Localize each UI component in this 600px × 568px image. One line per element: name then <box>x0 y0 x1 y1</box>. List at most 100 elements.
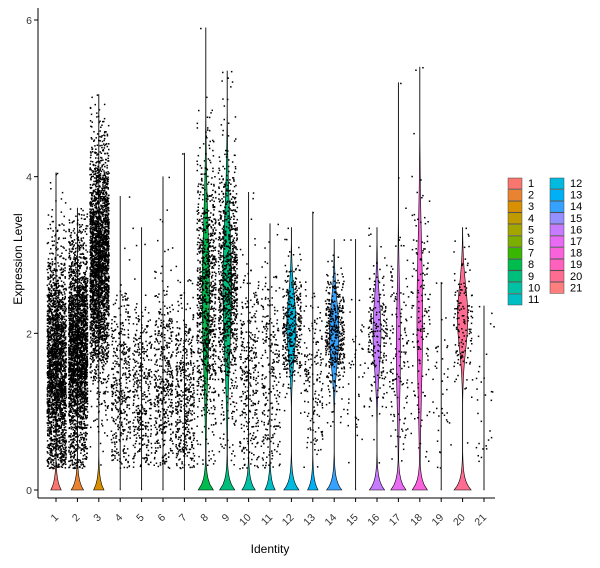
y-tick-label: 6 <box>26 15 32 27</box>
x-tick-label: 10 <box>237 512 254 529</box>
x-tick-label: 15 <box>344 512 361 529</box>
points-cluster-10 <box>239 192 260 470</box>
points-cluster-19 <box>432 282 452 469</box>
violin-13 <box>307 211 319 491</box>
x-tick-label: 21 <box>472 512 489 529</box>
violin-18 <box>411 66 428 491</box>
legend-label-6: 6 <box>528 236 534 248</box>
points-cluster-16 <box>367 227 388 464</box>
legend-swatch-2 <box>507 189 523 201</box>
points-cluster-12 <box>281 227 303 414</box>
violins-layer <box>50 27 485 491</box>
y-ticks: 0 2 4 6 <box>26 15 38 497</box>
x-tick-label: 16 <box>365 512 382 529</box>
legend-swatch-21 <box>549 282 565 294</box>
points-cluster-5 <box>132 227 153 468</box>
legend-label-18: 18 <box>570 248 582 260</box>
legend-swatch-3 <box>507 200 523 213</box>
legend-label-7: 7 <box>528 248 534 260</box>
points-cluster-1 <box>46 172 67 470</box>
points-cluster-21 <box>475 305 495 463</box>
points-cluster-9 <box>217 70 239 466</box>
legend-label-13: 13 <box>570 190 582 202</box>
legend-label-19: 19 <box>570 259 582 271</box>
legend-swatch-5 <box>507 224 523 236</box>
x-tick-label: 5 <box>134 512 147 525</box>
legend-swatch-13 <box>549 189 565 201</box>
x-tick-label: 6 <box>156 512 169 525</box>
legend-label-1: 1 <box>528 178 534 190</box>
x-tick-label: 3 <box>91 512 104 525</box>
points-cluster-13 <box>303 211 324 468</box>
legend-swatch-19 <box>549 258 565 271</box>
points-cluster-11 <box>260 223 281 469</box>
legend-swatch-10 <box>507 282 523 294</box>
legend-swatch-16 <box>549 224 565 236</box>
y-tick-label: 2 <box>26 328 32 340</box>
x-ticks: 1 2 3 4 5 6 7 8 9 10 11 12 13 14 15 16 17 18 19 20 21 <box>49 498 489 529</box>
violin-10 <box>241 192 256 491</box>
x-tick-label: 8 <box>198 512 211 525</box>
legend-label-21: 21 <box>570 282 582 294</box>
points-cluster-7 <box>174 153 196 470</box>
legend-label-4: 4 <box>528 213 534 225</box>
x-tick-label: 11 <box>259 512 275 528</box>
legend-label-3: 3 <box>528 201 534 213</box>
x-tick-label: 14 <box>323 512 340 529</box>
legend-label-15: 15 <box>570 213 582 225</box>
points-cluster-2 <box>67 208 89 470</box>
violin-16 <box>368 227 386 491</box>
x-axis-title: Identity <box>251 542 290 556</box>
legend-swatch-6 <box>507 235 523 248</box>
legend-label-8: 8 <box>528 259 534 271</box>
axes-layer <box>37 8 495 499</box>
legend-label-16: 16 <box>570 224 582 236</box>
legend-swatch-8 <box>507 258 523 271</box>
x-tick-label: 4 <box>113 512 126 525</box>
x-tick-label: 19 <box>430 512 447 529</box>
legend-swatch-9 <box>507 270 523 283</box>
legend-label-14: 14 <box>570 201 582 213</box>
legend-label-12: 12 <box>570 178 582 190</box>
legend-swatch-1 <box>507 177 523 190</box>
legend-label-5: 5 <box>528 224 534 236</box>
legend-swatch-15 <box>549 212 565 225</box>
legend-swatch-7 <box>507 247 523 259</box>
violin-14 <box>326 239 343 491</box>
violin-20 <box>453 227 472 491</box>
legend-swatch-12 <box>549 177 565 190</box>
legend-label-17: 17 <box>570 236 582 248</box>
x-tick-label: 12 <box>280 512 297 529</box>
x-tick-label: 7 <box>177 512 190 525</box>
legend-swatch-4 <box>507 212 523 225</box>
y-axis-title: Expression Level <box>11 213 25 304</box>
points-cluster-6 <box>153 176 174 469</box>
x-tick-label: 9 <box>220 512 233 525</box>
legend-swatch-14 <box>549 200 565 213</box>
legend-swatch-18 <box>549 247 565 259</box>
x-tick-label: 1 <box>49 512 62 525</box>
legend-swatch-20 <box>549 270 565 283</box>
violin-8 <box>197 27 214 491</box>
x-tick-label: 18 <box>408 512 425 529</box>
legend-label-10: 10 <box>528 282 540 294</box>
x-tick-label: 13 <box>301 512 318 529</box>
points-cluster-17 <box>389 82 410 462</box>
points-cluster-14 <box>324 239 346 427</box>
points-cluster-8 <box>196 27 217 466</box>
legend-label-2: 2 <box>528 190 534 202</box>
legend-swatch-11 <box>507 293 523 306</box>
x-tick-label: 17 <box>387 512 404 529</box>
legend-label-9: 9 <box>528 271 534 283</box>
legend-label-11: 11 <box>528 294 539 306</box>
points-cluster-15 <box>346 239 366 464</box>
violin-11 <box>264 223 276 491</box>
points-cluster-3 <box>89 94 110 466</box>
points-cluster-18 <box>410 67 431 462</box>
x-tick-label: 20 <box>451 512 468 529</box>
y-tick-label: 0 <box>26 485 32 497</box>
legend-swatch-17 <box>549 235 565 248</box>
y-tick-label: 4 <box>26 172 32 184</box>
